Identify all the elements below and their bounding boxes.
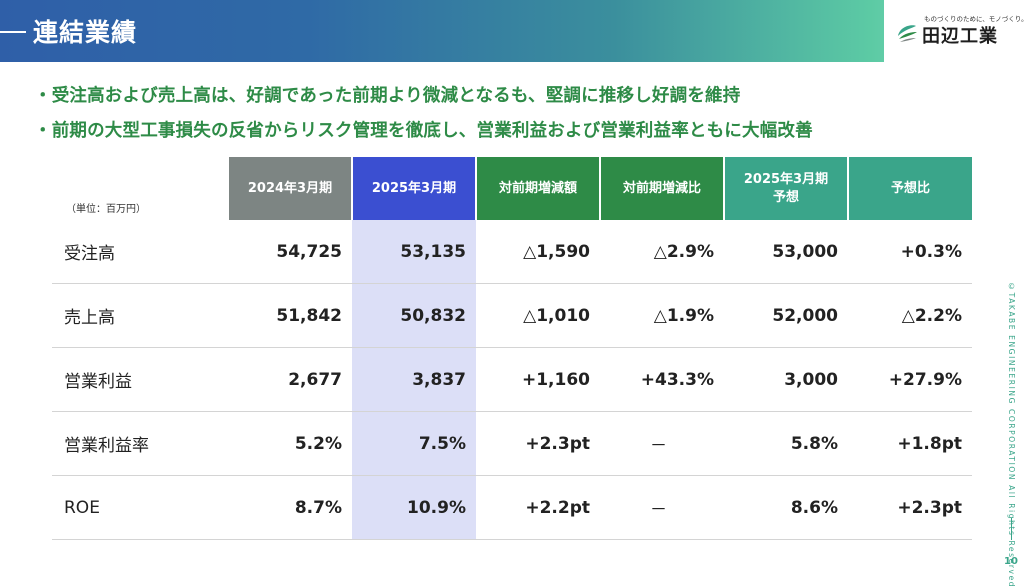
cell-forecast: 5.8% <box>724 411 848 476</box>
cell-current: 50,832 <box>352 283 476 348</box>
unit-label: （単位：百万円） <box>66 204 146 215</box>
copyright-text: ©TAKABE ENGINEERING CORPORATION All Righ… <box>1007 282 1016 588</box>
table-row: 営業利益 2,677 3,837 +1,160 +43.3% 3,000 +27… <box>52 347 972 412</box>
logo-tagline: ものづくりのために、モノづくり。 <box>924 15 1024 23</box>
header-current-year: 2025年3月期 <box>351 157 476 220</box>
cell-current: 3,837 <box>352 347 476 412</box>
cell-diff: +2.3pt <box>476 411 600 476</box>
cell-current: 10.9% <box>352 475 476 540</box>
results-table: 2024年3月期 2025年3月期 対前期増減額 対前期増減比 2025年3月期… <box>52 157 972 540</box>
page-title: 連結業績 <box>33 18 138 47</box>
header-dash <box>0 31 26 33</box>
cell-prev: 2,677 <box>228 347 352 412</box>
cell-ratio: － <box>600 411 724 476</box>
cell-current: 7.5% <box>352 411 476 476</box>
cell-forecast-ratio: +2.3pt <box>848 475 972 540</box>
header-bar <box>0 0 1024 62</box>
cell-diff: +2.2pt <box>476 475 600 540</box>
cell-forecast-ratio: +0.3% <box>848 220 972 284</box>
logo-area <box>884 0 1024 62</box>
table-row: ROE 8.7% 10.9% +2.2pt － 8.6% +2.3pt <box>52 475 972 540</box>
header-yoy-diff: 対前期増減額 <box>475 157 600 220</box>
cell-forecast: 8.6% <box>724 475 848 540</box>
header-forecast-line1: 2025年3月期 <box>743 171 829 187</box>
cell-ratio: △1.9% <box>600 283 724 348</box>
cell-diff: +1,160 <box>476 347 600 412</box>
cell-ratio: － <box>600 475 724 540</box>
row-label: 売上高 <box>52 283 228 348</box>
row-label: ROE <box>52 475 228 540</box>
table-row: 売上高 51,842 50,832 △1,010 △1.9% 52,000 △2… <box>52 283 972 348</box>
table-row: 受注高 54,725 53,135 △1,590 △2.9% 53,000 +0… <box>52 220 972 284</box>
header-forecast-line2: 予想 <box>772 189 799 205</box>
header-yoy-ratio: 対前期増減比 <box>599 157 724 220</box>
cell-forecast-ratio: +1.8pt <box>848 411 972 476</box>
table-row: 営業利益率 5.2% 7.5% +2.3pt － 5.8% +1.8pt <box>52 411 972 476</box>
cell-prev: 54,725 <box>228 220 352 284</box>
cell-diff: △1,590 <box>476 220 600 284</box>
cell-ratio: △2.9% <box>600 220 724 284</box>
page-number: 10 <box>1004 556 1018 567</box>
cell-ratio: +43.3% <box>600 347 724 412</box>
header-forecast-ratio: 予想比 <box>847 157 972 220</box>
cell-forecast-ratio: +27.9% <box>848 347 972 412</box>
cell-prev: 51,842 <box>228 283 352 348</box>
cell-forecast: 53,000 <box>724 220 848 284</box>
cell-prev: 8.7% <box>228 475 352 540</box>
side-divider <box>1011 518 1012 540</box>
bullet-point-2: ・前期の大型工事損失の反省からリスク管理を徹底し、営業利益および営業利益率ともに… <box>34 121 813 141</box>
leaf-logo-icon <box>898 25 917 42</box>
row-label: 営業利益率 <box>52 411 228 476</box>
cell-forecast: 52,000 <box>724 283 848 348</box>
row-label: 営業利益 <box>52 347 228 412</box>
cell-forecast-ratio: △2.2% <box>848 283 972 348</box>
table-header-row: 2024年3月期 2025年3月期 対前期増減額 対前期増減比 2025年3月期… <box>52 157 972 220</box>
header-prev-year: 2024年3月期 <box>227 157 352 220</box>
row-label: 受注高 <box>52 220 228 284</box>
cell-forecast: 3,000 <box>724 347 848 412</box>
cell-current: 53,135 <box>352 220 476 284</box>
cell-prev: 5.2% <box>228 411 352 476</box>
cell-diff: △1,010 <box>476 283 600 348</box>
company-name: 田辺工業 <box>922 26 998 47</box>
bullet-point-1: ・受注高および売上高は、好調であった前期より微減となるも、堅調に推移し好調を維持 <box>34 86 741 106</box>
header-forecast: 2025年3月期 予想 <box>723 157 848 220</box>
